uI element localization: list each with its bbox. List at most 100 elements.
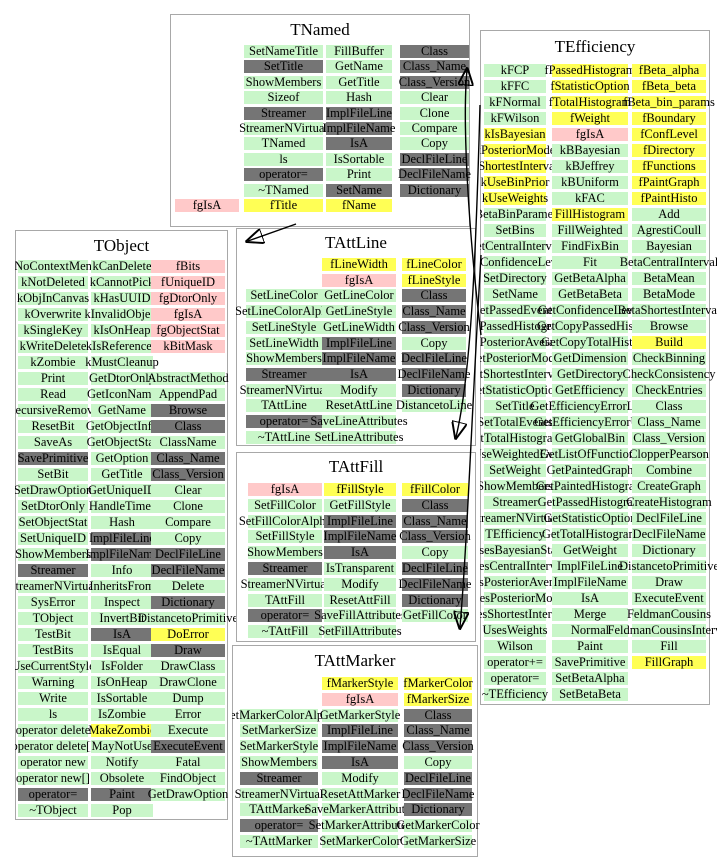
member-cell-fMarkerSize[interactable]: fMarkerSize — [404, 693, 472, 706]
member-cell-UsesPosteriorMode[interactable]: UsesPosteriorMode — [480, 592, 564, 605]
member-cell-operator[interactable]: operator= — [246, 415, 322, 428]
member-cell-GetConfidenceLevel[interactable]: GetConfidenceLevel — [538, 304, 642, 317]
member-cell-SetTitle[interactable]: SetTitle — [484, 400, 546, 413]
member-cell-Clear[interactable]: Clear — [400, 91, 469, 104]
member-cell-SetTotalHistogram[interactable]: SetTotalHistogram — [480, 432, 562, 445]
member-cell-ShowMembers[interactable]: ShowMembers — [247, 546, 323, 559]
member-cell-DistancetoPrimitive[interactable]: DistancetoPrimitive — [138, 612, 238, 625]
member-cell-Class[interactable]: Class — [404, 709, 472, 722]
member-cell-fDirectory[interactable]: fDirectory — [632, 144, 706, 157]
member-cell-Copy[interactable]: Copy — [151, 532, 225, 545]
member-cell-GetTitle[interactable]: GetTitle — [326, 76, 392, 89]
member-cell-operator[interactable]: operator+= — [484, 656, 546, 669]
member-cell-GetLineColor[interactable]: GetLineColor — [322, 289, 396, 302]
member-cell-TestBit[interactable]: TestBit — [18, 628, 88, 641]
member-cell-DeclFileLine[interactable]: DeclFileLine — [404, 772, 472, 785]
member-cell-GetMarkerStyle[interactable]: GetMarkerStyle — [320, 709, 400, 722]
member-cell-kMustCleanup[interactable]: kMustCleanup — [85, 356, 159, 369]
class-title-tattmarker[interactable]: TAttMarker — [314, 651, 396, 670]
member-cell-CheckConsistency[interactable]: CheckConsistency — [622, 368, 716, 381]
member-cell-GetLineStyle[interactable]: GetLineStyle — [322, 305, 396, 318]
member-cell-SetPosteriorMode[interactable]: SetPosteriorMode — [480, 352, 560, 365]
member-cell-SetLineStyle[interactable]: SetLineStyle — [246, 321, 322, 334]
member-cell-Class_Version[interactable]: Class_Version — [402, 740, 474, 753]
member-cell-Normal[interactable]: Normal — [552, 624, 628, 637]
member-cell-Info[interactable]: Info — [91, 564, 153, 577]
member-cell-kIsBayesian[interactable]: kIsBayesian — [484, 128, 546, 141]
member-cell-SetMarkerSize[interactable]: SetMarkerSize — [240, 724, 318, 737]
member-cell-kPosteriorMode[interactable]: kPosteriorMode — [480, 144, 555, 157]
member-cell-GetBetaBeta[interactable]: GetBetaBeta — [552, 288, 628, 301]
member-cell-ImplFileLine[interactable]: ImplFileLine — [324, 515, 396, 528]
member-cell-kFNormal[interactable]: kFNormal — [484, 96, 546, 109]
member-cell-GetOption[interactable]: GetOption — [91, 452, 153, 465]
member-cell-GetGlobalBin[interactable]: GetGlobalBin — [552, 432, 628, 445]
member-cell-SetMarkerAttributes[interactable]: SetMarkerAttributes — [309, 819, 411, 832]
member-cell-FillBuffer[interactable]: FillBuffer — [326, 45, 392, 58]
member-cell-Streamer[interactable]: Streamer — [18, 564, 88, 577]
member-cell-ResetAttLine[interactable]: ResetAttLine — [322, 399, 396, 412]
member-cell-GetFillColor[interactable]: GetFillColor — [402, 609, 468, 622]
member-cell-SetBins[interactable]: SetBins — [484, 224, 546, 237]
member-cell-fStatisticOption[interactable]: fStatisticOption — [550, 80, 630, 93]
member-cell-StreamerNVirtual[interactable]: StreamerNVirtual — [235, 788, 323, 801]
member-cell-UsesShortestInterval[interactable]: UsesShortestInterval — [480, 608, 567, 621]
member-cell-Delete[interactable]: Delete — [151, 580, 225, 593]
member-cell-operator[interactable]: operator= — [240, 819, 318, 832]
member-cell-ImplFileName[interactable]: ImplFileName — [322, 352, 396, 365]
member-cell-UsesPosteriorAverage[interactable]: UsesPosteriorAverage — [480, 576, 570, 589]
member-cell-Error[interactable]: Error — [151, 708, 225, 721]
member-cell-Warning[interactable]: Warning — [18, 676, 88, 689]
member-cell-SetMarkerColor[interactable]: SetMarkerColor — [319, 835, 401, 848]
member-cell-SetPassedHistogram[interactable]: SetPassedHistogram — [480, 320, 566, 333]
member-cell-DeclFileLine[interactable]: DeclFileLine — [400, 153, 469, 166]
member-cell-Class_Version[interactable]: Class_Version — [151, 468, 225, 481]
member-cell-fTotalHistogram[interactable]: fTotalHistogram — [549, 96, 631, 109]
member-cell-InheritsFrom[interactable]: InheritsFrom — [89, 580, 155, 593]
member-cell-GetLineWidth[interactable]: GetLineWidth — [322, 321, 396, 334]
member-cell-kFFC[interactable]: kFFC — [484, 80, 546, 93]
member-cell-SavePrimitive[interactable]: SavePrimitive — [18, 452, 88, 465]
member-cell-Class[interactable]: Class — [402, 499, 468, 512]
member-cell-Browse[interactable]: Browse — [632, 320, 706, 333]
member-cell-StreamerNVirtual[interactable]: StreamerNVirtual — [241, 578, 329, 591]
member-cell-kBitMask[interactable]: kBitMask — [151, 340, 225, 353]
member-cell-SetDrawOption[interactable]: SetDrawOption — [15, 484, 92, 497]
member-cell-MakeZombie[interactable]: MakeZombie — [88, 724, 156, 737]
member-cell-Compare[interactable]: Compare — [151, 516, 225, 529]
member-cell-Inspect[interactable]: Inspect — [91, 596, 153, 609]
member-cell-Wilson[interactable]: Wilson — [484, 640, 546, 653]
member-cell-kBUniform[interactable]: kBUniform — [552, 176, 628, 189]
member-cell-SetMarkerStyle[interactable]: SetMarkerStyle — [240, 740, 318, 753]
member-cell-TNamed[interactable]: TNamed — [244, 137, 323, 150]
member-cell-IsA[interactable]: IsA — [322, 368, 396, 381]
member-cell-FillWeighted[interactable]: FillWeighted — [552, 224, 628, 237]
member-cell-SetPosteriorAverage[interactable]: SetPosteriorAverage — [480, 336, 566, 349]
member-cell-TObject[interactable]: ~TObject — [18, 804, 88, 817]
member-cell-BetaMode[interactable]: BetaMode — [632, 288, 706, 301]
member-cell-DistancetoLine[interactable]: DistancetoLine — [396, 399, 472, 412]
member-cell-fLineColor[interactable]: fLineColor — [402, 258, 466, 271]
member-cell-SetTitle[interactable]: SetTitle — [244, 60, 323, 73]
member-cell-ImplFileName[interactable]: ImplFileName — [322, 740, 398, 753]
member-cell-Print[interactable]: Print — [18, 372, 88, 385]
member-cell-Class[interactable]: Class — [632, 400, 706, 413]
member-cell-Class_Version[interactable]: Class_Version — [399, 76, 470, 89]
member-cell-Fatal[interactable]: Fatal — [151, 756, 225, 769]
member-cell-kBBayesian[interactable]: kBBayesian — [552, 144, 628, 157]
class-title-tattline[interactable]: TAttLine — [325, 233, 387, 252]
member-cell-CheckEntries[interactable]: CheckEntries — [632, 384, 706, 397]
member-cell-Class_Name[interactable]: Class_Name — [400, 60, 469, 73]
member-cell-ImplFileLine[interactable]: ImplFileLine — [322, 724, 398, 737]
member-cell-kInvalidObject[interactable]: kInvalidObject — [85, 308, 159, 321]
member-cell-kShortestInterval[interactable]: kShortestInterval — [480, 160, 558, 173]
member-cell-kBJeffrey[interactable]: kBJeffrey — [552, 160, 628, 173]
member-cell-Streamer[interactable]: Streamer — [244, 107, 323, 120]
member-cell-SetMarkerColorAlpha[interactable]: SetMarkerColorAlpha — [232, 709, 335, 722]
member-cell-ImplFileName[interactable]: ImplFileName — [323, 122, 395, 135]
member-cell-fgIsA[interactable]: fgIsA — [175, 199, 239, 212]
member-cell-fBits[interactable]: fBits — [151, 260, 225, 273]
member-cell-GetName[interactable]: GetName — [326, 60, 392, 73]
member-cell-ExecuteEvent[interactable]: ExecuteEvent — [151, 740, 225, 753]
member-cell-kHasUUID[interactable]: kHasUUID — [91, 292, 153, 305]
